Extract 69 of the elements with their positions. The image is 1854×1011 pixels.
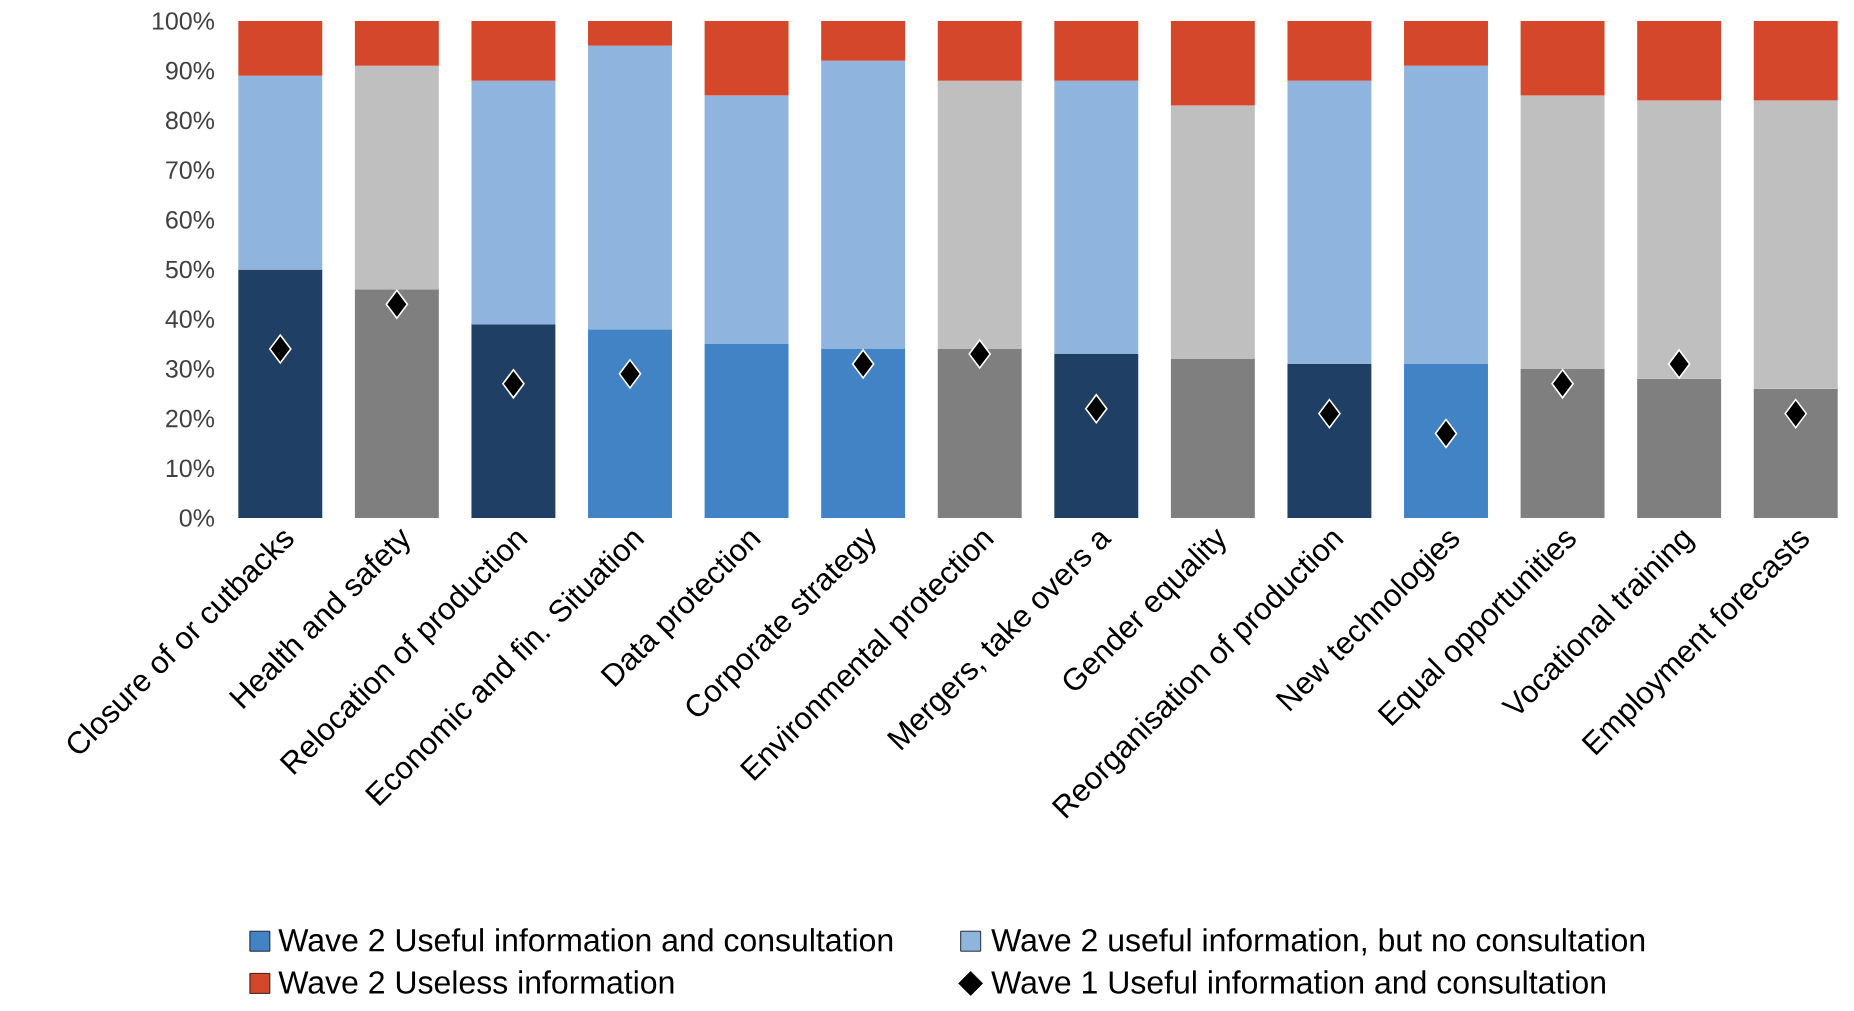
bar <box>704 95 789 345</box>
bar <box>471 20 556 81</box>
point <box>1084 393 1108 424</box>
bar <box>704 20 789 96</box>
bar <box>1287 363 1372 518</box>
bar <box>937 349 1022 518</box>
bar <box>1520 20 1605 96</box>
point <box>618 359 642 389</box>
bar <box>704 344 789 518</box>
bar <box>821 349 906 518</box>
y-tick-label: 50% <box>165 260 215 279</box>
bar <box>821 60 906 350</box>
bar <box>1637 100 1722 379</box>
bar <box>238 75 323 270</box>
point <box>1318 398 1341 429</box>
bar <box>1753 388 1838 518</box>
bar <box>1287 20 1372 81</box>
bar <box>588 329 672 518</box>
y-tick-label: 10% <box>166 459 215 478</box>
bar <box>238 20 323 76</box>
y-tick-label: 0% <box>179 509 215 527</box>
bar <box>588 45 672 330</box>
y-tick-label: 100% <box>152 12 215 30</box>
point <box>851 349 875 379</box>
bar <box>354 289 439 518</box>
bar <box>1520 95 1605 369</box>
bar <box>1054 353 1139 518</box>
bar <box>1520 368 1605 518</box>
bar <box>471 324 556 518</box>
bar <box>471 80 556 325</box>
bar <box>1404 20 1488 66</box>
bar <box>937 20 1022 81</box>
bar <box>1054 80 1139 354</box>
bar <box>588 20 672 46</box>
bar <box>1753 100 1838 389</box>
bar <box>354 20 439 66</box>
y-tick-label: 70% <box>166 161 215 179</box>
bar <box>1753 20 1838 101</box>
point <box>1434 418 1458 449</box>
point <box>968 339 992 369</box>
bar <box>354 65 439 290</box>
point <box>502 369 525 399</box>
bar <box>821 20 906 61</box>
legend-label: Wave 2 useful information, but no consultation <box>991 928 1645 956</box>
y-tick-label: 80% <box>166 111 215 130</box>
y-tick-label: 30% <box>165 360 215 378</box>
point <box>268 334 292 364</box>
y-tick-label: 40% <box>165 310 215 329</box>
bar <box>1637 378 1722 518</box>
point <box>1784 398 1808 429</box>
bar <box>1170 358 1255 518</box>
bar <box>1404 363 1488 518</box>
bar <box>1404 65 1488 364</box>
y-tick-label: 60% <box>166 210 215 229</box>
legend-label: Wave 2 Useless information <box>278 970 674 994</box>
legend-label: Wave 1 Useful information and consultation <box>991 970 1605 994</box>
point <box>1551 369 1574 399</box>
point <box>385 289 409 320</box>
bar <box>1287 80 1372 364</box>
bar <box>937 80 1022 350</box>
bar <box>1054 20 1139 81</box>
legend-label: Wave 2 Useful information and consultation <box>278 928 893 952</box>
bar <box>1637 20 1722 101</box>
y-tick-label: 20% <box>166 409 215 428</box>
point <box>1667 349 1691 379</box>
bar <box>238 269 323 518</box>
y-tick-label: 90% <box>166 61 215 80</box>
bar <box>1170 20 1255 106</box>
bar <box>1170 105 1255 359</box>
